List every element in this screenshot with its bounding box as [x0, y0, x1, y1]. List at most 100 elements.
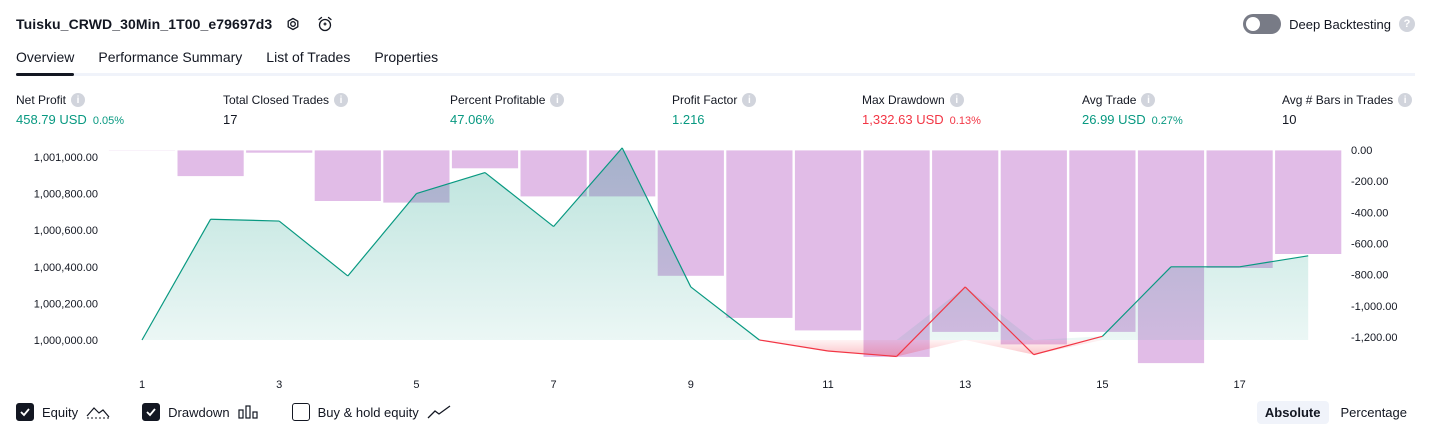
- drawdown-bar: [1274, 149, 1343, 255]
- x-tick-label: 5: [413, 379, 419, 391]
- y-left-tick-label: 1,000,000.00: [34, 335, 98, 347]
- strategy-title: Tuisku_CRWD_30Min_1T00_e79697d3: [16, 16, 273, 32]
- metric-label: Percent Profitable: [450, 93, 546, 107]
- equity-line-segment: [1239, 255, 1309, 268]
- add-alert-clock-icon[interactable]: [314, 13, 336, 35]
- metric-percent: 0.05%: [92, 115, 125, 127]
- equity-line-segment: [621, 147, 692, 288]
- tab-performance-summary[interactable]: Performance Summary: [98, 49, 243, 65]
- metric-value: 458.79 USD: [16, 112, 87, 127]
- tab-list-of-trades[interactable]: List of Trades: [266, 49, 351, 65]
- equity-line-segment: [278, 220, 349, 277]
- info-icon[interactable]: i: [71, 93, 86, 107]
- buy-hold-line-icon: [427, 405, 451, 419]
- equity-area: [142, 147, 1309, 340]
- metric-label: Avg # Bars in Trades: [1282, 93, 1394, 107]
- metric-profit-factor: Profit Factor i 1.216: [672, 93, 757, 127]
- absolute-button[interactable]: Absolute: [1256, 401, 1329, 424]
- drawdown-bar: [519, 149, 588, 198]
- settings-gear-icon[interactable]: [282, 13, 304, 35]
- deep-backtesting-control: Deep Backtesting ?: [1243, 12, 1415, 36]
- drawdown-bar: [451, 149, 519, 170]
- equity-checkbox[interactable]: [16, 403, 34, 421]
- info-icon[interactable]: i: [334, 93, 349, 107]
- x-tick-label: 17: [1233, 379, 1245, 391]
- drawdown-bar: [245, 149, 314, 154]
- drawdown-bar: [1068, 149, 1137, 333]
- equity-line-segment: [896, 286, 966, 357]
- drawdown-bars-icon: [237, 405, 258, 419]
- equity-line-segment: [690, 286, 760, 341]
- y-left-tick-label: 1,000,400.00: [34, 262, 98, 274]
- legend-drawdown[interactable]: Drawdown: [142, 403, 259, 421]
- x-tick-label: 1: [139, 379, 145, 391]
- metric-value: 1,332.63 USD: [862, 112, 944, 127]
- chart-axes: 1,001,000.00 1,000,800.00 1,000,600.00 1,00…: [34, 145, 1398, 391]
- equity-line-segment: [827, 350, 897, 358]
- drawdown-bars: [108, 149, 1343, 364]
- metric-value: 47.06%: [450, 112, 495, 127]
- x-tick-label: 13: [959, 379, 971, 391]
- equity-line-icon: [86, 407, 110, 419]
- metric-label: Avg Trade: [1082, 93, 1137, 107]
- metric-value: 17: [223, 112, 238, 127]
- equity-line-segment: [347, 193, 417, 277]
- percentage-button[interactable]: Percentage: [1340, 405, 1408, 420]
- metric-label: Total Closed Trades: [223, 93, 330, 107]
- metric-label: Profit Factor: [672, 93, 738, 107]
- y-left-tick-label: 1,000,600.00: [34, 225, 98, 237]
- info-icon[interactable]: i: [742, 93, 757, 107]
- drawdown-bar: [313, 149, 382, 202]
- buy-hold-checkbox[interactable]: [291, 403, 310, 421]
- equity-line-segment: [416, 171, 486, 195]
- y-right-tick-label: -1,000.00: [1351, 301, 1397, 313]
- metric-avg-bars-in-trades: Avg # Bars in Trades i 10: [1282, 93, 1413, 127]
- drawdown-bar: [108, 149, 176, 152]
- y-right-tick-label: -200.00: [1351, 176, 1388, 188]
- y-right-tick-label: -600.00: [1351, 239, 1388, 251]
- y-right-tick-label: 0.00: [1351, 145, 1372, 157]
- display-mode-switch: Absolute Percentage: [1256, 401, 1415, 424]
- metric-value: 10: [1282, 112, 1297, 127]
- metric-percent: 0.13%: [949, 115, 981, 127]
- y-right-tick-label: -800.00: [1351, 270, 1388, 282]
- metric-label: Max Drawdown: [862, 93, 945, 107]
- metric-avg-trade: Avg Trade i 26.99 USD 0.27%: [1082, 93, 1183, 127]
- legend-equity[interactable]: Equity: [16, 403, 110, 421]
- tab-overview[interactable]: Overview: [16, 46, 75, 76]
- equity-line-segment: [1101, 266, 1172, 337]
- x-tick-label: 11: [822, 379, 833, 391]
- legend-buy-hold[interactable]: Buy & hold equity: [291, 403, 451, 421]
- equity-line-segment: [759, 339, 829, 352]
- metric-total-closed-trades: Total Closed Trades i 17: [223, 93, 349, 127]
- y-right-tick-label: -400.00: [1351, 207, 1388, 219]
- legend-buy-hold-label: Buy & hold equity: [317, 404, 419, 420]
- deep-backtesting-toggle[interactable]: [1243, 14, 1282, 34]
- help-icon[interactable]: ?: [1399, 16, 1415, 32]
- y-left-tick-label: 1,001,000.00: [34, 152, 98, 164]
- metric-net-profit: Net Profit i 458.79 USD 0.05%: [16, 93, 124, 127]
- info-icon[interactable]: i: [949, 93, 964, 107]
- drawdown-bar: [176, 149, 245, 177]
- info-icon[interactable]: i: [550, 93, 565, 107]
- equity-drawdown-chart[interactable]: 1,001,000.00 1,000,800.00 1,000,600.00 1,00…: [0, 140, 1431, 395]
- metric-max-drawdown: Max Drawdown i 1,332.63 USD 0.13%: [862, 93, 981, 127]
- drawdown-bar: [725, 149, 794, 319]
- equity-line-segment: [141, 218, 212, 341]
- deep-backtesting-label: Deep Backtesting: [1289, 16, 1391, 32]
- tab-properties[interactable]: Properties: [374, 49, 439, 65]
- strategy-header: Tuisku_CRWD_30Min_1T00_e79697d3: [16, 12, 336, 36]
- metric-percent: 0.27%: [1151, 115, 1183, 127]
- equity-line-segment: [553, 147, 623, 227]
- drawdown-bar: [794, 149, 862, 332]
- x-tick-label: 3: [276, 379, 282, 391]
- chart-legend: Equity Drawdown Buy & hold equity: [16, 403, 451, 421]
- x-tick-label: 15: [1096, 379, 1108, 391]
- drawdown-checkbox[interactable]: [142, 403, 161, 421]
- equity-line-segment: [1033, 335, 1103, 356]
- toggle-knob: [1246, 17, 1261, 31]
- info-icon[interactable]: i: [1141, 93, 1156, 107]
- y-left-tick-label: 1,000,200.00: [34, 298, 98, 310]
- equity-below-start-area: [142, 340, 1309, 357]
- info-icon[interactable]: i: [1398, 93, 1413, 107]
